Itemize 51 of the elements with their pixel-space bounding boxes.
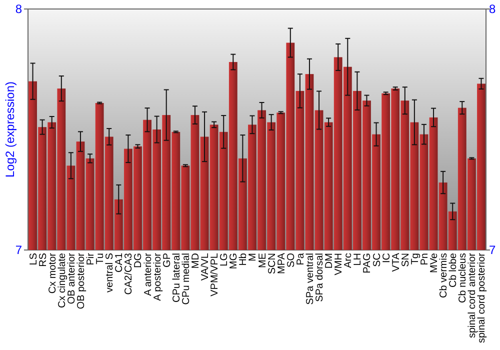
x-tick-label: OB posterior [76,252,87,310]
x-tick-label: LH [352,253,364,266]
x-tick-label: GP [162,252,173,268]
x-tick-label: VMH [334,253,345,276]
x-tick-label: Cx motor [47,252,58,294]
x-tick-label: A anterior [142,252,154,296]
x-tick-label: SO [286,252,297,268]
x-tick-label: ME [257,252,268,268]
x-tick-label: MPA [276,252,288,274]
x-tick-label: VA/VL [200,252,212,281]
y2-tick-label: 7 [489,243,496,258]
x-tick-label: Cx cingulate [56,252,68,308]
x-tick-label: Pa [295,252,306,266]
x-tick-label: CPu medial [180,253,192,305]
x-tick-label: spinal cord posterior [476,252,488,344]
x-tick-label: DG [133,252,144,268]
x-tick-label: CA2/CA3 [124,252,135,295]
x-tick-label: MD [190,253,202,269]
x-tick-label: SN [400,253,412,267]
x-tick-label: Cb nucleus [458,253,469,304]
x-tick-label: Cb vermis [438,253,450,298]
x-tick-label: Tu [95,253,106,264]
y2-tick-label: 8 [489,2,496,16]
x-tick-label: CPu lateral [171,253,182,302]
x-tick-label: VTA [390,252,402,272]
x-tick-label: MG [228,252,240,270]
x-tick-label: IC [381,253,392,263]
x-tick-label: Hb [238,252,250,266]
x-tick-label: A posterior [152,252,164,301]
x-tick-label: ventral S [104,252,116,292]
x-tick-label: RS [38,252,49,267]
x-tick-label: Pir [86,252,97,266]
x-tick-label: VPM/VPL [210,252,221,296]
x-tick-label: SC [372,253,383,267]
x-tick-label: SCN [266,253,278,274]
x-tick-label: SPa dorsal [314,253,326,302]
x-tick-label: LG [219,252,230,266]
x-tick-label: Arc [343,253,354,268]
x-tick-label: LS [28,252,40,266]
x-tick-label: Cb lobe [448,252,460,288]
x-tick-label: DM [324,253,336,269]
y-axis-title: Log2 (expression) [3,81,18,178]
x-tick-label: M [248,253,259,262]
x-tick-label: MVe [429,252,440,274]
x-tick-label: Pn [419,253,430,266]
x-tick-label: PAG [362,252,374,274]
x-tick-label: OB anterior [66,252,78,304]
x-tick-label: SPa ventral [304,253,316,305]
x-tick-label: CA1 [114,252,126,272]
x-tick-label: spinal cord anterior [467,252,478,338]
x-tick-label: Tg [410,253,421,265]
